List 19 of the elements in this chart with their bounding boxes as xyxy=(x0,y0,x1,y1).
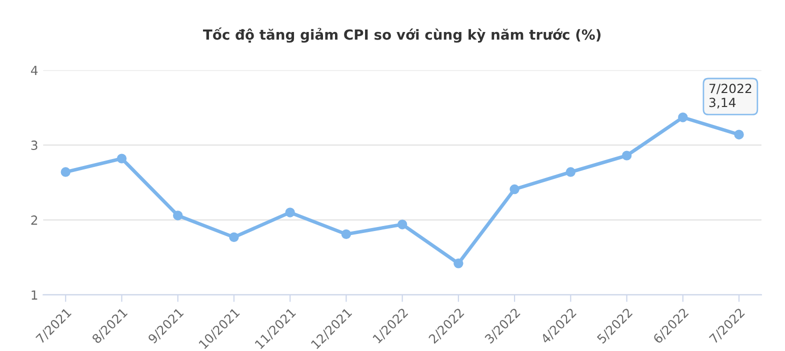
point xyxy=(172,210,183,220)
point xyxy=(60,167,70,177)
annotation: 7/2022 3,14 xyxy=(709,84,752,108)
point xyxy=(510,184,520,194)
point xyxy=(285,208,295,218)
y-tick-label: 1 xyxy=(32,290,38,300)
point xyxy=(678,112,688,122)
point xyxy=(229,232,239,242)
point xyxy=(622,150,632,160)
point xyxy=(341,229,352,240)
y-tick-label: 4 xyxy=(30,66,38,75)
chart-title: Tốc độ tăng giảm CPI so với cùng kỳ năm trước (%) xyxy=(203,27,600,43)
point xyxy=(454,258,464,268)
y-tick-label: 2 xyxy=(31,215,38,225)
point xyxy=(734,130,744,140)
y-tick-label: 3 xyxy=(31,140,38,150)
point xyxy=(116,154,127,164)
point xyxy=(397,220,408,230)
point xyxy=(566,167,576,177)
